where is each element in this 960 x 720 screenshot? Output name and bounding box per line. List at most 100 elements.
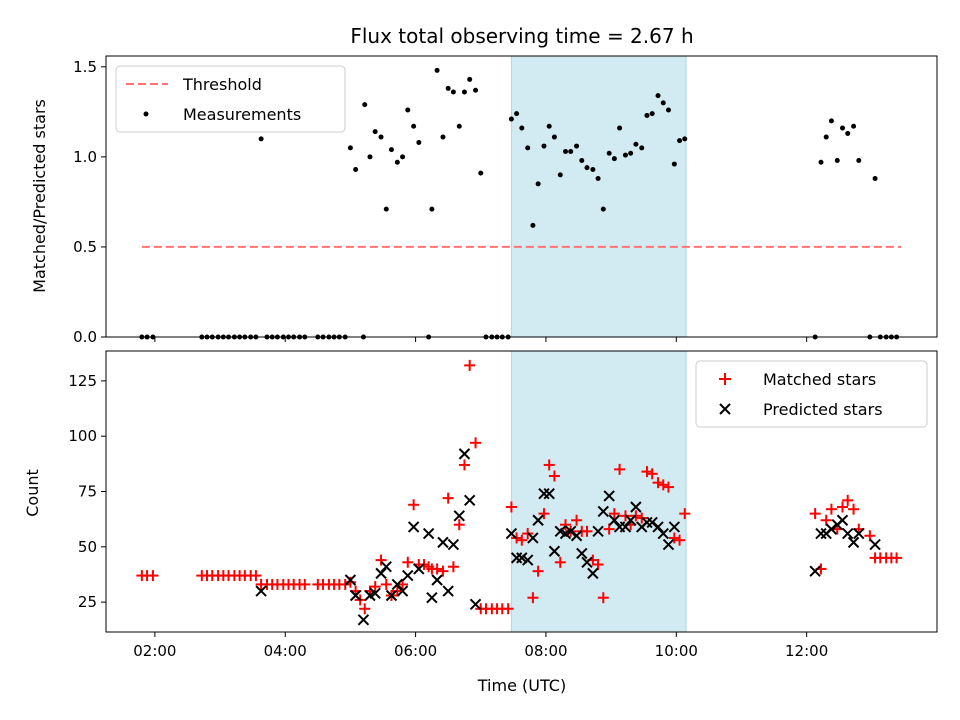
predicted-star-point [668,521,681,533]
measurement-point [839,125,845,131]
matched-star-point [864,530,876,542]
measurement-point [644,112,650,118]
predicted-star-point [809,565,821,577]
matched-star-point [397,578,409,590]
matched-star-point [597,592,609,604]
predicted-star-point [608,514,621,526]
top-y-tick-label: 0.0 [73,328,97,346]
measurement-point [372,129,378,135]
measurement-point [508,116,514,122]
predicted-star-point [825,523,838,535]
predicted-star-point [662,538,675,551]
matched-star-point [652,477,664,489]
measurement-point [856,157,862,163]
measurement-point [611,156,617,162]
measurement-point [665,107,671,113]
measurement-point [828,118,834,124]
matched-star-point [668,532,680,544]
measurement-point [818,159,824,165]
matched-star-point [559,519,571,531]
measurement-point [258,136,264,142]
matched-star-point [369,581,381,593]
predicted-star-point [469,598,482,611]
matched-star-point [548,470,560,482]
top-observing-span [510,55,687,338]
measurement-point [400,154,406,160]
measurement-point [445,85,451,91]
measurement-point [535,181,541,187]
measurement-point [677,138,683,144]
measurements-legend-label: Measurements [183,105,301,124]
measurement-point [388,147,394,153]
predicted-star-point [407,521,420,533]
matched-star-point [431,563,443,575]
matched-star-point [458,459,470,471]
predicted-star-point [570,530,583,542]
measurement-point [546,123,552,129]
measurement-point [633,141,639,147]
matched-star-point [603,523,615,535]
matched-star-point [470,437,482,449]
measurement-point [622,152,628,158]
matched-star-point [891,552,903,564]
bottom-legend-box [695,360,928,428]
chart-title: Flux total observing time = 2.67 h [350,24,693,48]
predicted-legend-label: Predicted stars [763,400,883,419]
matched-star-point [464,359,476,371]
measurement-point [574,143,580,149]
predicted-star-point [657,527,669,540]
matched-star-point [437,565,449,577]
measurement-point [383,206,389,212]
predicted-star-point [581,556,593,569]
measurement-point [595,175,601,181]
matched-star-point [820,514,832,526]
bottom-y-tick-label: 125 [68,372,97,390]
predicted-star-point [442,585,454,597]
predicted-star-point [592,525,604,538]
predicted-star-point [538,488,550,500]
measurement-point [655,93,661,99]
bottom-y-tick-label: 25 [78,593,97,611]
top-y-tick-label: 0.5 [73,238,97,256]
matched-star-point [842,494,854,506]
measurement-point [660,100,666,106]
predicted-star-point [836,514,849,526]
predicted-star-point [369,587,381,599]
measurement-point [405,107,411,113]
bottom-axes-frame [105,350,938,633]
predicted-star-point [380,561,392,573]
measurement-point [450,89,456,95]
matched-star-point [380,578,392,590]
measurement-point [416,139,422,145]
predicted-star-point [641,516,653,529]
bottom-y-axis-label: Count [23,469,42,517]
measurement-point [411,123,417,129]
predicted-star-point [630,501,642,513]
measurement-point [845,130,851,136]
matched-star-point [543,459,555,471]
predicted-star-point [624,514,637,526]
matched-star-point [581,525,593,537]
predicted-star-point [847,536,860,549]
matched-legend-label: Matched stars [763,370,876,389]
measurement-point [579,157,585,163]
predicted-star-point [652,521,664,533]
bottom-observing-span [510,350,687,633]
bottom-legend: Matched stars Predicted stars [695,360,928,428]
x-tick-label: 06:00 [394,642,437,660]
predicted-star-point [543,488,555,500]
bottom-y-tick-label: 50 [78,538,97,556]
measurement-point [378,134,384,140]
measurement-point [456,123,462,129]
measurement-point [551,134,557,140]
matched-star-point [447,561,459,573]
matched-star-point [299,578,311,590]
matched-star-point [657,479,669,491]
measurement-point [671,161,677,167]
matched-star-point [516,534,528,546]
predicted-star-point [646,516,658,529]
measurements-legend-swatch [143,111,149,117]
measurement-point [682,136,688,142]
measurement-point [649,111,655,117]
predicted-legend-swatch [719,403,731,415]
